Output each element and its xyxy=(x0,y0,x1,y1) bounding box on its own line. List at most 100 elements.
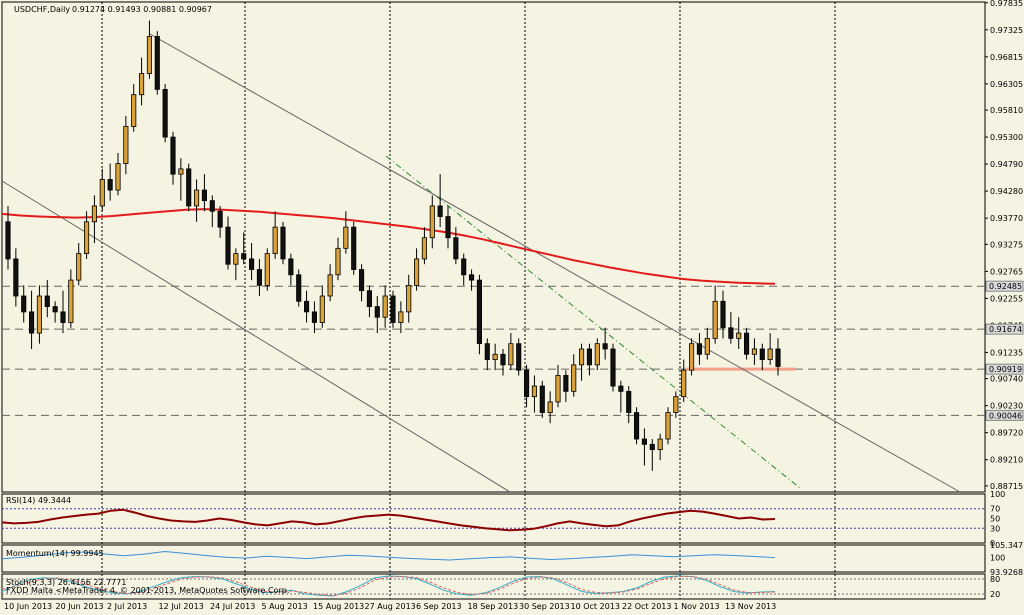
candle-body xyxy=(689,343,695,371)
price-tick-label: 0.92765 xyxy=(990,267,1023,276)
candle-body xyxy=(602,343,608,350)
candle-body xyxy=(657,438,663,451)
price-tick-label: 0.95300 xyxy=(990,133,1023,142)
candle-body xyxy=(618,385,624,392)
moving-average-line xyxy=(1,208,776,285)
candle-body xyxy=(681,369,687,398)
candle-body xyxy=(759,348,765,360)
candle-body xyxy=(484,343,490,360)
candle-body xyxy=(634,412,640,440)
candle-body xyxy=(225,226,231,265)
price-tick-label: 0.94790 xyxy=(990,160,1023,169)
price-tick-label: 0.97325 xyxy=(990,26,1023,35)
rsi-tick-label: 50 xyxy=(990,515,1000,524)
candle-body xyxy=(555,375,561,403)
stoch-signal-line xyxy=(1,575,776,597)
candle-body xyxy=(736,332,742,339)
candle-body xyxy=(461,258,467,276)
candle-body xyxy=(209,200,215,212)
candle-body xyxy=(241,253,247,260)
candle-body xyxy=(547,401,553,413)
candle-body xyxy=(256,269,262,286)
stoch-label: Stoch(9,3,3) 26.4156 22.7771 xyxy=(6,578,126,587)
momentum-tick-label: 100 xyxy=(990,554,1005,563)
candle-body xyxy=(492,353,498,360)
candle-body xyxy=(280,226,286,260)
candle-body xyxy=(469,274,475,281)
price-tick-label: 0.88715 xyxy=(990,482,1023,491)
stoch-pane xyxy=(1,573,986,600)
candle-body xyxy=(429,205,435,239)
candle-body xyxy=(767,348,773,360)
candle-body xyxy=(264,253,270,286)
candle-body xyxy=(382,295,388,318)
stoch-tick-label: 80 xyxy=(990,575,1000,584)
price-tick-label: 0.97835 xyxy=(990,0,1023,8)
candle-body xyxy=(146,36,152,74)
candle-body xyxy=(641,438,647,445)
price-tick-label: 0.96305 xyxy=(990,80,1023,89)
x-axis-label: 10 Jun 2013 xyxy=(4,602,52,611)
candle-body xyxy=(398,311,404,323)
rsi-tick-label: 30 xyxy=(990,524,1000,533)
candle-body xyxy=(5,221,11,260)
candle-body xyxy=(359,269,365,292)
candle-body xyxy=(21,295,27,313)
candle-body xyxy=(453,237,459,260)
footer-credit: FXDD Malta <MetaTrader 4, © 2001-2013, M… xyxy=(6,586,289,595)
candle-body xyxy=(154,36,160,90)
candle-body xyxy=(696,343,702,355)
x-axis-label: 20 Jun 2013 xyxy=(56,602,104,611)
candle-body xyxy=(539,385,545,413)
candle-body xyxy=(327,274,333,297)
stoch-tick-label: 20 xyxy=(990,590,1000,599)
candle-body xyxy=(414,258,420,286)
momentum-tick-label: 93.9268 xyxy=(990,568,1023,577)
candle-body xyxy=(233,253,239,265)
candle-body xyxy=(626,390,632,413)
x-axis-label: 24 Jul 2013 xyxy=(210,602,255,611)
candle-body xyxy=(36,295,42,334)
candle-body xyxy=(524,369,530,398)
candle-body xyxy=(406,285,412,313)
momentum-line xyxy=(1,550,776,561)
candle-body xyxy=(123,126,129,164)
candle-body xyxy=(673,396,679,413)
candle-body xyxy=(99,179,105,207)
candle-body xyxy=(728,327,734,339)
dashdot-trendline xyxy=(385,155,801,489)
candle-body xyxy=(162,89,168,138)
level-price-box xyxy=(985,363,1024,375)
level-price-label: 0.92485 xyxy=(989,282,1022,291)
x-axis-label: 27 Aug 2013 xyxy=(365,602,416,611)
price-tick-label: 0.93770 xyxy=(990,214,1023,223)
candle-body xyxy=(610,348,616,387)
candle-body xyxy=(343,226,349,249)
main-pane xyxy=(1,1,986,493)
candle-body xyxy=(304,300,310,313)
candle-body xyxy=(249,258,255,270)
x-axis-label: 18 Sep 2013 xyxy=(468,602,519,611)
candle-body xyxy=(170,136,176,175)
candle-body xyxy=(194,189,200,207)
candle-body xyxy=(508,343,514,366)
level-price-label: 0.90919 xyxy=(989,365,1022,374)
candle-body xyxy=(272,226,278,255)
candle-body xyxy=(311,311,317,323)
candle-body xyxy=(139,73,145,96)
candle-body xyxy=(775,348,781,367)
price-tick-label: 0.90740 xyxy=(990,375,1023,384)
candle-body xyxy=(374,306,380,318)
candle-body xyxy=(586,348,592,366)
level-price-box xyxy=(985,280,1024,292)
candle-body xyxy=(115,163,121,191)
price-tick-label: 0.91235 xyxy=(990,348,1023,357)
candle-body xyxy=(516,343,522,371)
candle-body xyxy=(445,216,451,239)
header-symbol: USDCHF,Daily xyxy=(14,5,70,14)
candle-body xyxy=(390,295,396,323)
candle-body xyxy=(563,375,569,392)
header-ohlc: 0.91274 0.91493 0.90881 0.90967 xyxy=(72,5,212,14)
candle-body xyxy=(13,258,19,297)
x-axis-label: 6 Sep 2013 xyxy=(416,602,462,611)
